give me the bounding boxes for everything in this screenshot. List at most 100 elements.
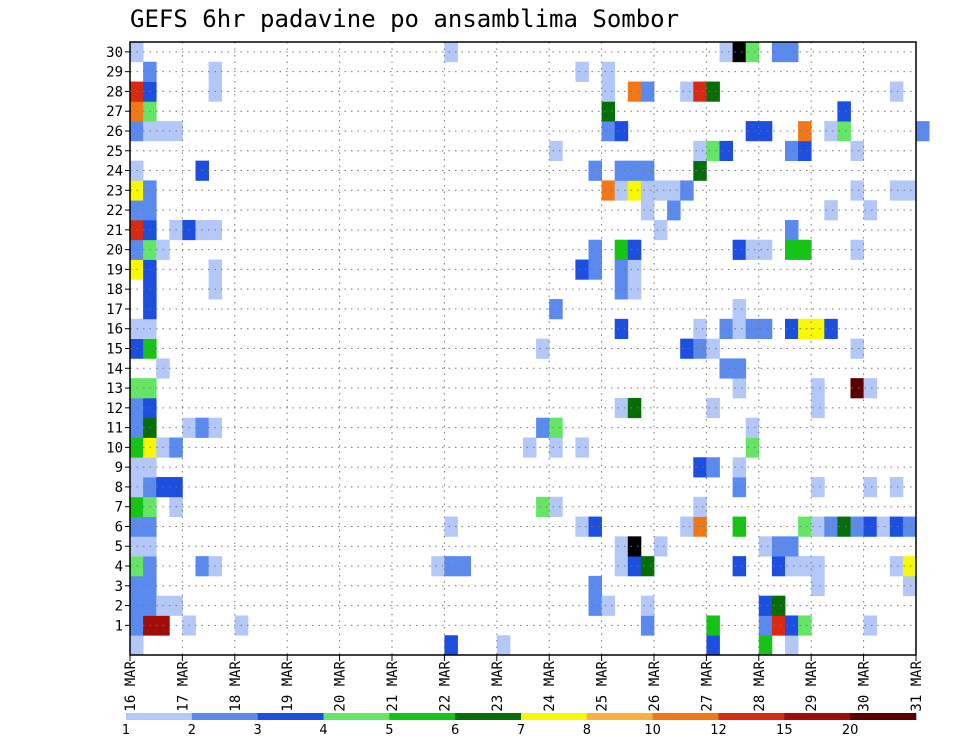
x-tick-label: 19 MAR bbox=[280, 660, 296, 711]
precip-cell bbox=[863, 477, 878, 498]
precip-cell bbox=[601, 81, 616, 102]
y-tick-label: 3 bbox=[115, 579, 123, 595]
y-tick-label: 27 bbox=[106, 104, 123, 120]
precip-cell bbox=[693, 160, 707, 181]
precip-cell bbox=[811, 575, 825, 597]
x-tick-label: 22 MAR bbox=[437, 660, 453, 711]
y-tick-label: 28 bbox=[106, 84, 123, 100]
precip-cell bbox=[824, 200, 838, 221]
precip-cell bbox=[719, 358, 733, 379]
precip-cell bbox=[549, 140, 563, 162]
precip-cell bbox=[732, 42, 747, 63]
precip-cell bbox=[798, 140, 812, 162]
colorbar-swatch bbox=[586, 713, 653, 720]
precip-cell bbox=[850, 516, 864, 537]
precip-cell bbox=[536, 338, 550, 359]
x-axis: 16 MAR 17 MAR 18 MAR 19 MAR 20 MAR 21 MAR 22 M… bbox=[123, 655, 925, 712]
precip-cell bbox=[693, 496, 707, 517]
precip-cell bbox=[627, 556, 642, 577]
precip-cell bbox=[575, 437, 589, 458]
colorbar-swatch bbox=[323, 713, 390, 720]
precip-cell bbox=[667, 200, 681, 221]
precip-cell bbox=[588, 516, 602, 537]
x-tick-label: 25 MAR bbox=[595, 660, 611, 711]
precip-cell bbox=[640, 200, 655, 221]
precip-cell bbox=[496, 635, 511, 656]
y-tick-label: 6 bbox=[115, 519, 123, 535]
precip-cell bbox=[444, 516, 458, 537]
y-tick-label: 29 bbox=[106, 65, 123, 81]
precip-cell bbox=[614, 239, 629, 260]
colorbar-label: 3 bbox=[254, 723, 262, 738]
precip-cell bbox=[719, 42, 733, 63]
x-tick-label: 30 MAR bbox=[857, 660, 873, 711]
precip-cell bbox=[575, 516, 589, 537]
precip-cell bbox=[745, 239, 760, 260]
precip-cell bbox=[627, 397, 642, 419]
precip-cell bbox=[588, 160, 602, 181]
precip-cell bbox=[706, 140, 720, 162]
x-tick-label: 20 MAR bbox=[333, 660, 349, 711]
precip-cell bbox=[444, 42, 458, 63]
precip-cell bbox=[614, 160, 629, 181]
colorbar-swatch bbox=[257, 713, 324, 720]
dotted-grid bbox=[130, 42, 916, 655]
precip-cell bbox=[850, 140, 864, 162]
precip-cell bbox=[614, 318, 629, 340]
y-tick-label: 23 bbox=[106, 183, 123, 199]
colorbar-label: 5 bbox=[385, 723, 393, 738]
colorbar-legend: 1 2 3 4 5 6 7 8 10 12 15 20 bbox=[122, 713, 917, 738]
precip-cell bbox=[706, 457, 720, 478]
precip-cell bbox=[902, 556, 917, 577]
precip-cell bbox=[588, 239, 602, 260]
precip-cell bbox=[627, 160, 642, 181]
precip-cell bbox=[614, 259, 629, 280]
colorbar-label: 15 bbox=[776, 723, 793, 738]
precip-cell bbox=[824, 121, 838, 142]
precip-cell bbox=[798, 121, 812, 142]
precip-cell bbox=[627, 180, 642, 201]
precip-cell bbox=[614, 121, 629, 142]
precip-cell bbox=[758, 635, 773, 656]
colorbar-swatch bbox=[126, 713, 193, 720]
y-tick-label: 22 bbox=[106, 203, 123, 219]
precip-cell bbox=[785, 635, 799, 656]
precip-cell bbox=[640, 595, 655, 616]
y-tick-label: 11 bbox=[106, 421, 123, 437]
precip-cell bbox=[824, 318, 838, 340]
precip-cell bbox=[758, 239, 773, 260]
precip-cell bbox=[916, 121, 930, 142]
precip-cell bbox=[785, 239, 799, 260]
precip-cell bbox=[654, 219, 668, 241]
precip-cell bbox=[706, 635, 720, 656]
precip-cell bbox=[837, 121, 851, 142]
colorbar-swatch bbox=[784, 713, 851, 720]
y-tick-label: 20 bbox=[106, 243, 123, 259]
precip-cell bbox=[771, 42, 786, 63]
precip-cell bbox=[850, 180, 864, 201]
precip-cell bbox=[614, 279, 629, 300]
precip-cell bbox=[758, 536, 773, 557]
precip-cell bbox=[732, 516, 747, 537]
precip-cell bbox=[876, 516, 891, 537]
precip-cell bbox=[693, 318, 707, 340]
precip-cell bbox=[640, 81, 655, 102]
colorbar-label: 4 bbox=[319, 723, 327, 738]
x-tick-label: 21 MAR bbox=[385, 660, 401, 711]
precip-cell bbox=[785, 318, 799, 340]
colorbar-label: 2 bbox=[188, 723, 196, 738]
precip-cell bbox=[732, 299, 747, 320]
precip-cell bbox=[785, 615, 799, 636]
precip-cell bbox=[706, 397, 720, 419]
y-axis: 1234567891011121314151617181920212223242… bbox=[106, 45, 130, 634]
y-tick-label: 5 bbox=[115, 539, 123, 555]
x-tick-label: 31 MAR bbox=[909, 660, 925, 711]
colorbar-swatch bbox=[652, 713, 719, 720]
precip-cell bbox=[771, 595, 786, 616]
precip-cell bbox=[549, 417, 563, 438]
precip-cell bbox=[785, 42, 799, 63]
precip-cell bbox=[824, 516, 838, 537]
precip-cell bbox=[706, 615, 720, 636]
precip-cell bbox=[850, 338, 864, 359]
